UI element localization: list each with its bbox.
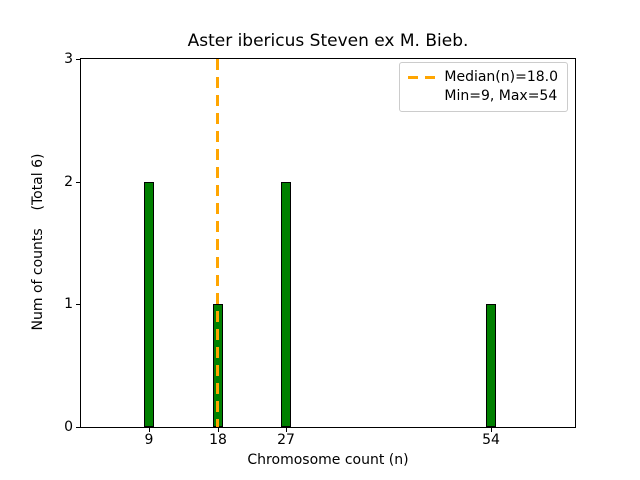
x-tick-9: [149, 428, 150, 432]
bar-n54: [486, 304, 496, 427]
legend-spacer: [408, 95, 435, 98]
x-tick-label-9: 9: [144, 432, 154, 448]
y-tick-2: [76, 182, 80, 183]
bar-n9: [144, 182, 154, 427]
legend-label-minmax: Min=9, Max=54: [444, 88, 558, 104]
legend: Median(n)=18.0 Min=9, Max=54: [399, 62, 568, 112]
median-dashed-line-swatch: [408, 76, 436, 79]
median-line: [216, 59, 219, 427]
x-axis-label: Chromosome count (n): [247, 452, 409, 468]
bar-n27: [281, 182, 291, 427]
y-tick-1: [76, 304, 80, 305]
y-tick-0: [76, 427, 80, 428]
x-tick-label-54: 54: [482, 432, 500, 448]
y-tick-3: [76, 59, 80, 60]
legend-row-median: Median(n)=18.0: [408, 68, 558, 87]
y-tick-label-1: 1: [64, 296, 73, 312]
x-tick-27: [286, 428, 287, 432]
x-tick-label-27: 27: [277, 432, 295, 448]
y-tick-label-0: 0: [64, 419, 73, 435]
legend-row-minmax: Min=9, Max=54: [408, 87, 558, 106]
chart-title: Aster ibericus Steven ex M. Bieb.: [187, 31, 469, 51]
x-tick-label-18: 18: [209, 432, 227, 448]
x-tick-18: [218, 428, 219, 432]
x-tick-54: [491, 428, 492, 432]
legend-label-median: Median(n)=18.0: [444, 69, 558, 85]
plot-area: Median(n)=18.0 Min=9, Max=54: [80, 58, 576, 428]
y-tick-label-2: 2: [64, 174, 73, 190]
y-tick-label-3: 3: [64, 51, 73, 67]
